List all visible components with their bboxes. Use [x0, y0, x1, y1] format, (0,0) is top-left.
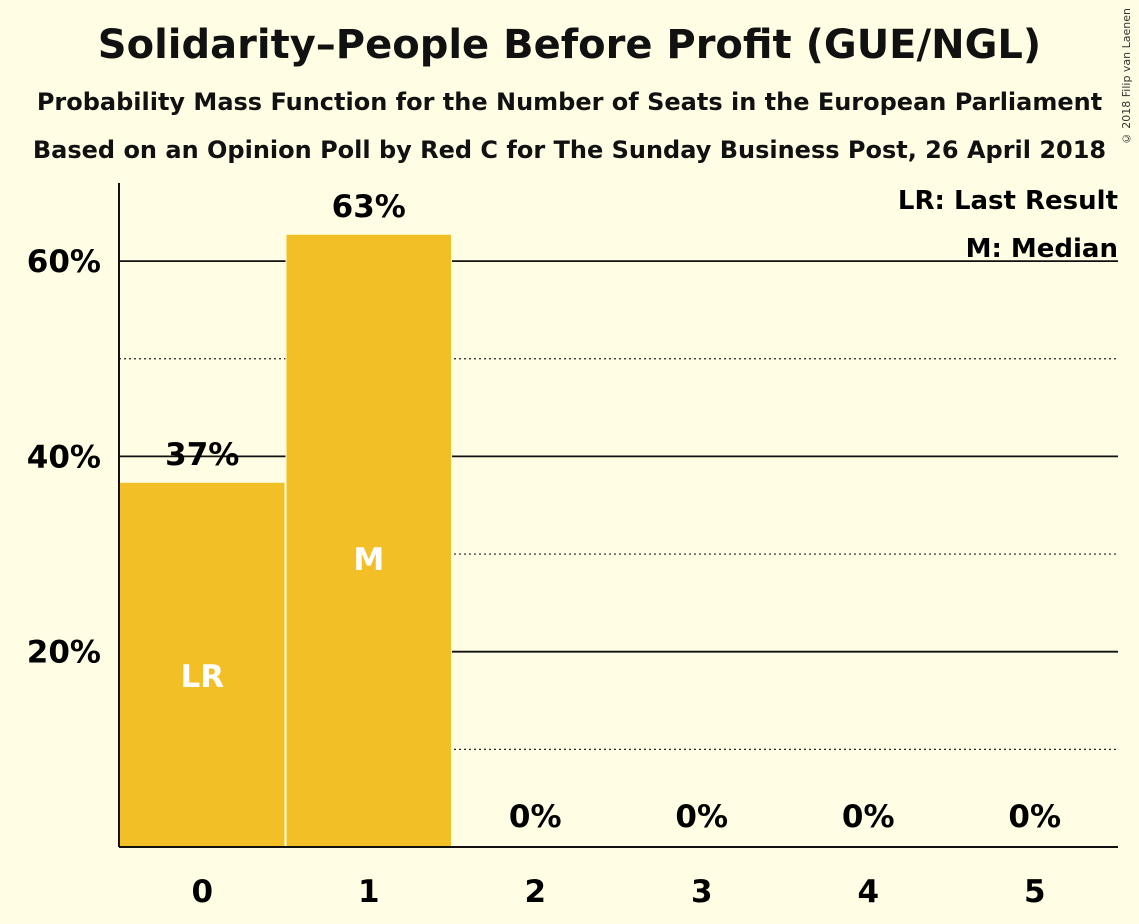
x-tick-label-0: 0: [191, 874, 213, 910]
bar-0: [120, 482, 285, 847]
x-tick-label-4: 4: [857, 874, 879, 910]
legend-entry-0: LR: Last Result: [898, 186, 1118, 216]
bar-1: [286, 234, 451, 848]
legend-entry-1: M: Median: [966, 234, 1118, 264]
bar-marker-lr: LR: [180, 659, 224, 695]
y-tick-label-0: 20%: [27, 635, 101, 671]
value-label-5: 0%: [1008, 799, 1061, 835]
chart-title: Solidarity–People Before Profit (GUE/NGL…: [97, 22, 1042, 68]
value-label-1: 63%: [332, 189, 406, 225]
y-tick-label-1: 40%: [27, 439, 101, 475]
value-label-4: 0%: [842, 799, 895, 835]
x-tick-label-2: 2: [524, 874, 546, 910]
chart-subtitle: Probability Mass Function for the Number…: [36, 88, 1103, 116]
x-tick-label-3: 3: [691, 874, 713, 910]
x-tick-label-5: 5: [1024, 874, 1046, 910]
chart-source-subtitle: Based on an Opinion Poll by Red C for Th…: [32, 136, 1107, 164]
value-label-2: 0%: [509, 799, 562, 835]
value-label-0: 37%: [165, 437, 239, 473]
value-label-3: 0%: [675, 799, 728, 835]
y-tick-label-2: 60%: [27, 244, 101, 280]
x-tick-label-1: 1: [358, 874, 380, 910]
bar-marker-m: M: [353, 542, 384, 578]
